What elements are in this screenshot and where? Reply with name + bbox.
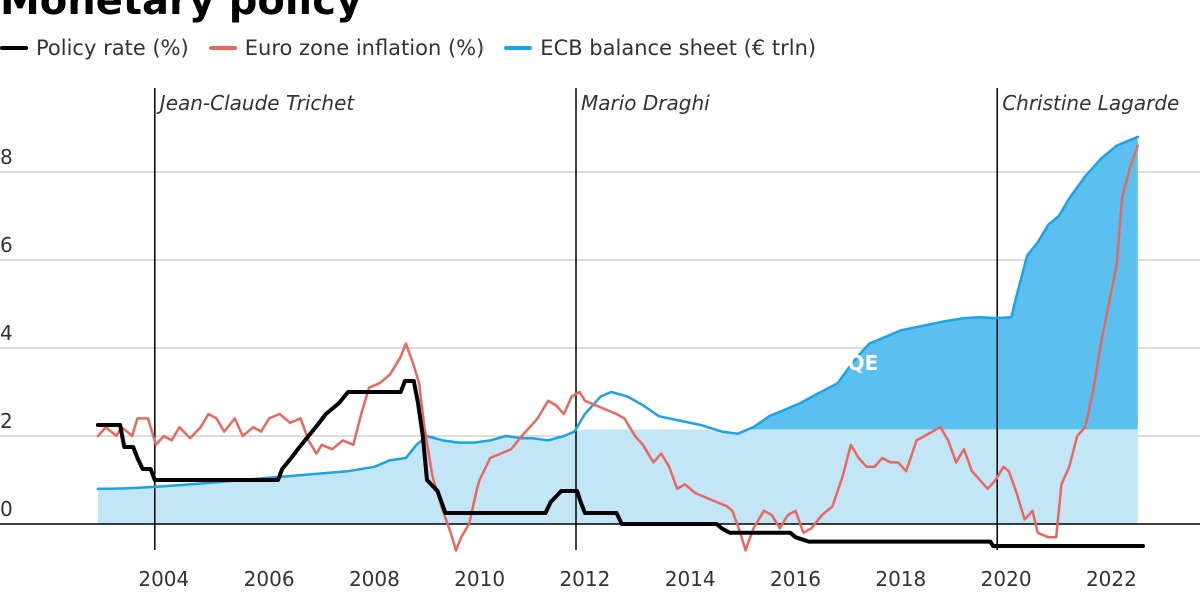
x-tick-label: 2016 xyxy=(770,567,821,591)
x-tick-2006: 2006 xyxy=(244,567,295,591)
y-tick-label: 8 xyxy=(0,145,13,169)
balance-sheet-area xyxy=(97,429,1138,524)
x-tick-label: 2010 xyxy=(454,567,505,591)
legend-item-inflation: Euro zone inflation (%) xyxy=(208,36,485,60)
x-tick-label: 2018 xyxy=(875,567,926,591)
annotation-ecb-qe: ECB QE xyxy=(797,351,878,375)
x-tick-label: 2014 xyxy=(665,567,716,591)
era-label-0: Jean-Claude Trichet xyxy=(156,91,356,115)
x-tick-2016: 2016 xyxy=(770,567,821,591)
x-tick-2018: 2018 xyxy=(875,567,926,591)
y-tick-label: 2 xyxy=(0,409,13,433)
balance-sheet-line xyxy=(96,135,1140,491)
era-label-2: Christine Lagarde xyxy=(1002,91,1179,115)
legend-item-balance-sheet: ECB balance sheet (€ trln) xyxy=(504,36,816,60)
y-tick-label: 4 xyxy=(0,321,13,345)
policy-rate-line xyxy=(95,379,1145,548)
y-tick-0: 0 xyxy=(0,497,13,521)
x-tick-label: 2020 xyxy=(981,567,1032,591)
x-tick-2014: 2014 xyxy=(665,567,716,591)
y-tick-6: 6 xyxy=(0,233,13,257)
x-tick-2022: 2022 xyxy=(1086,567,1137,591)
x-tick-2012: 2012 xyxy=(559,567,610,591)
ecb-qe-area xyxy=(748,136,1138,430)
chart-legend: Policy rate (%) Euro zone inflation (%) … xyxy=(0,33,816,63)
x-tick-2010: 2010 xyxy=(454,567,505,591)
legend-label-balance-sheet: ECB balance sheet (€ trln) xyxy=(540,36,817,60)
legend-label-policy-rate: Policy rate (%) xyxy=(36,36,189,60)
x-tick-2004: 2004 xyxy=(138,567,189,591)
y-tick-label: 0 xyxy=(0,497,13,521)
x-tick-label: 2004 xyxy=(138,567,189,591)
y-tick-2: 2 xyxy=(0,409,13,433)
x-tick-2008: 2008 xyxy=(349,567,400,591)
legend-label-inflation: Euro zone inflation (%) xyxy=(244,36,485,60)
legend-item-policy-rate: Policy rate (%) xyxy=(0,36,189,60)
x-tick-label: 2012 xyxy=(559,567,610,591)
x-tick-label: 2006 xyxy=(244,567,295,591)
legend-swatch-inflation xyxy=(208,46,237,50)
legend-swatch-balance-sheet xyxy=(504,46,533,50)
y-tick-8: 8 xyxy=(0,145,13,169)
y-tick-label: 6 xyxy=(0,233,13,257)
page-title: Monetary policy xyxy=(0,0,363,24)
y-tick-4: 4 xyxy=(0,321,13,345)
x-tick-label: 2008 xyxy=(349,567,400,591)
x-tick-2020: 2020 xyxy=(981,567,1032,591)
x-tick-label: 2022 xyxy=(1086,567,1137,591)
era-label-1: Mario Draghi xyxy=(581,91,710,115)
inflation-line xyxy=(96,144,1140,552)
legend-swatch-policy-rate xyxy=(0,46,28,50)
